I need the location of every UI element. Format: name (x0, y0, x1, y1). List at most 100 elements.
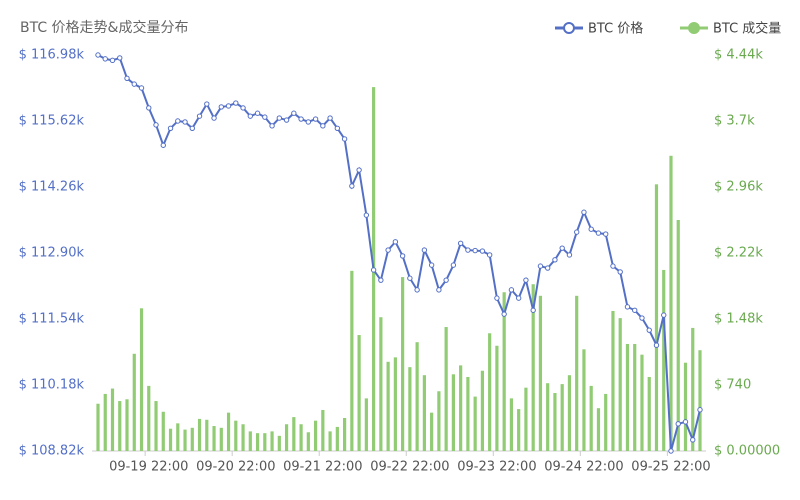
volume-bar (625, 343, 630, 451)
volume-bar (611, 310, 615, 451)
price-point (95, 52, 101, 58)
y-tick-label: $ 112.90k (19, 246, 85, 261)
volume-bar (683, 362, 688, 451)
volume-bar (219, 427, 223, 451)
volume-bar (444, 327, 448, 451)
price-point (254, 110, 261, 116)
volume-bar (401, 277, 405, 451)
price-point (153, 122, 159, 128)
x-tick-label: 09-19 22:00 (109, 460, 188, 475)
volume-bar (466, 376, 470, 451)
volume-bar (640, 354, 644, 451)
volume-bar (241, 424, 245, 451)
price-point (167, 125, 174, 131)
price-point (385, 247, 391, 253)
price-point (233, 100, 239, 106)
volume-bar (459, 365, 463, 451)
volume-bar (313, 420, 318, 451)
volume-bar (698, 350, 702, 451)
price-point (138, 85, 145, 91)
x-tick-label: 09-20 22:00 (196, 460, 275, 475)
volume-bar (364, 398, 368, 451)
price-point (204, 101, 210, 107)
y-tick-label: $ 111.54k (19, 312, 85, 327)
legend-label: BTC 价格 (588, 21, 643, 37)
legend-label: BTC 成交量 (713, 21, 781, 37)
price-point (639, 315, 645, 321)
price-point (646, 327, 652, 333)
legend-swatch (688, 22, 700, 34)
volume-bar (567, 375, 572, 451)
volume-bar (633, 343, 637, 451)
price-point (428, 262, 435, 268)
volume-bar (190, 427, 194, 451)
legend-swatch (563, 22, 575, 34)
price-point (196, 113, 203, 119)
volume-bar (473, 396, 477, 451)
x-tick-label: 09-23 22:00 (457, 460, 536, 475)
volume-bar (495, 345, 499, 451)
volume-bar (248, 431, 252, 451)
price-point (581, 209, 587, 215)
volume-bar (451, 374, 455, 451)
price-point (175, 118, 181, 124)
y2-tick-label: $ 3.7k (714, 114, 755, 129)
price-point (160, 142, 166, 148)
price-point (312, 116, 319, 122)
volume-bar (147, 385, 151, 451)
price-point (690, 437, 696, 443)
y-tick-label: $ 110.18k (19, 378, 85, 393)
volume-bar (437, 391, 441, 451)
volume-bar (415, 342, 419, 451)
y-tick-label: $ 108.82k (19, 444, 85, 459)
volume-bar (343, 418, 347, 451)
volume-bar (299, 424, 303, 451)
x-tick-label: 09-21 22:00 (283, 460, 362, 475)
price-point (131, 81, 137, 87)
volume-bar (183, 429, 187, 451)
volume-bar (524, 387, 528, 451)
x-tick-label: 09-25 22:00 (631, 460, 710, 475)
price-point (479, 248, 486, 254)
volume-bar (393, 357, 397, 451)
y-tick-label: $ 116.98k (19, 48, 85, 63)
volume-bar (488, 333, 492, 451)
volume-bar (589, 385, 593, 451)
price-point (414, 287, 420, 293)
volume-bar (132, 353, 136, 451)
price-point (341, 136, 348, 142)
volume-bar (176, 423, 180, 451)
y2-tick-label: $ 2.22k (714, 246, 763, 261)
price-point (465, 247, 471, 253)
volume-bar (538, 295, 543, 451)
volume-bar (517, 409, 521, 451)
price-point (378, 277, 384, 283)
volume-bar (596, 408, 601, 451)
price-point (218, 104, 225, 110)
chart-title: BTC 价格走势&成交量分布 (20, 19, 188, 36)
price-point (102, 56, 108, 62)
price-point (305, 119, 312, 125)
volume-bar (647, 376, 651, 451)
price-point (552, 257, 558, 263)
volume-bar (560, 384, 564, 451)
price-point (436, 287, 442, 293)
volume-bar (430, 412, 434, 451)
volume-bar (691, 327, 695, 451)
volume-bar (676, 220, 680, 451)
volume-bar (110, 388, 115, 451)
price-point (421, 247, 428, 253)
volume-bar (582, 349, 586, 451)
volume-bar (575, 295, 579, 451)
price-point (283, 117, 290, 123)
price-point (610, 263, 616, 269)
price-point (189, 125, 195, 131)
price-point (443, 277, 449, 283)
y2-tick-label: $ 0.00000 (714, 444, 780, 459)
price-point (298, 116, 304, 122)
price-point (327, 115, 333, 121)
price-point (501, 311, 507, 317)
volume-bar (422, 375, 426, 451)
price-point (472, 247, 478, 254)
volume-bar (212, 426, 216, 451)
